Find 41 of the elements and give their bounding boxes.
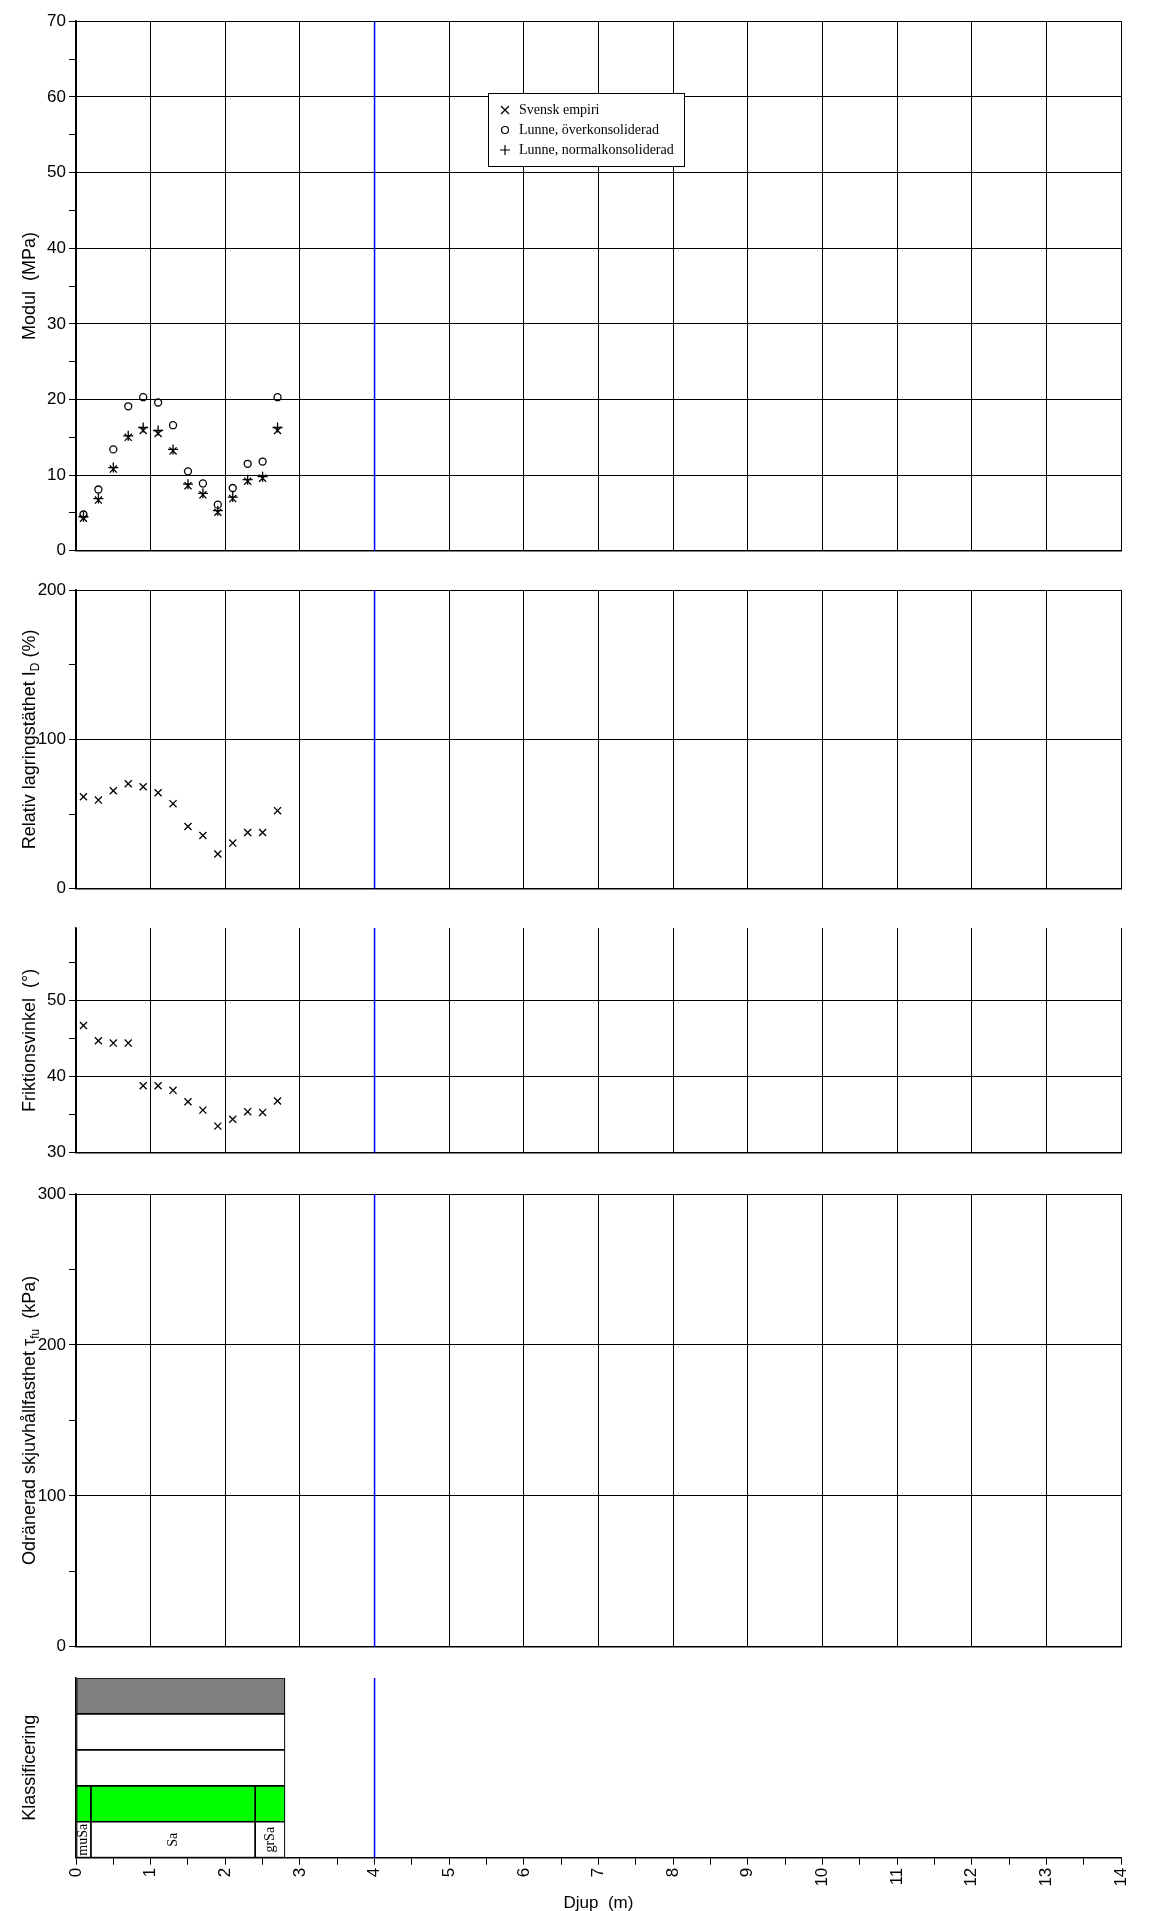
x-tick-label: 3 [289, 1867, 309, 1878]
y-tick-label: 0 [56, 878, 66, 898]
y-tick-label: 100 [37, 1485, 66, 1505]
x-tick-label: 12 [961, 1867, 981, 1887]
x-tick-label: 8 [662, 1867, 682, 1878]
y-tick-label: 40 [47, 1066, 66, 1086]
series-label: grSa [261, 1826, 277, 1853]
x-axis-title: Djup (m) [563, 1893, 634, 1911]
x-tick-label: 6 [513, 1867, 533, 1878]
y-tick-label: 50 [47, 162, 66, 182]
x-tick-label: 2 [214, 1867, 234, 1878]
x-tick-label: 7 [588, 1867, 608, 1878]
y-axis-title: Klassificering [18, 1714, 39, 1821]
x-tick-label: 0 [65, 1867, 85, 1878]
y-tick-label: 30 [47, 1142, 66, 1162]
legend-label: Svensk empiri [519, 101, 600, 119]
x-tick-label: 4 [364, 1867, 384, 1878]
x-tick-label: 11 [886, 1867, 906, 1886]
series-label: Sa [164, 1831, 180, 1847]
y-axis-title: Friktionsvinkel (°) [18, 968, 39, 1113]
y-tick-label: 300 [37, 1183, 66, 1203]
x-tick-label: 13 [1036, 1867, 1056, 1887]
y-tick-label: 50 [47, 990, 66, 1010]
legend-label: Lunne, normalkonsoliderad [519, 141, 674, 159]
y-tick-label: 30 [47, 313, 66, 333]
y-tick-label: 60 [47, 86, 66, 106]
x-tick-label: 14 [1110, 1867, 1130, 1887]
x-tick-label: 10 [812, 1867, 832, 1887]
y-tick-label: 200 [37, 579, 66, 599]
series-label: muSa [75, 1822, 91, 1856]
x-tick-label: 9 [737, 1867, 757, 1878]
y-tick-label: 20 [47, 389, 66, 409]
y-tick-label: 0 [56, 540, 66, 560]
y-tick-label: 70 [47, 10, 66, 30]
y-tick-label: 40 [47, 237, 66, 257]
y-tick-label: 0 [56, 1636, 66, 1656]
y-tick-label: 10 [47, 464, 66, 484]
y-axis-title: Modul (MPa) [18, 231, 39, 341]
x-tick-label: 1 [140, 1867, 160, 1878]
x-tick-label: 5 [438, 1867, 458, 1878]
legend-label: Lunne, överkonsoliderad [519, 121, 659, 139]
